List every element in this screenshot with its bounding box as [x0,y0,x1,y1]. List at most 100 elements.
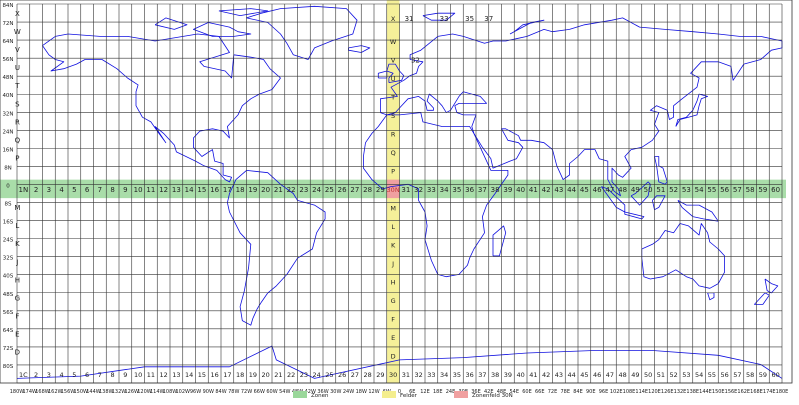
zone-number-bottom-label: 39 [504,371,512,379]
longitude-label: 114E [635,389,648,395]
longitude-label: 174E [763,389,776,395]
zone-number-label: 52 [669,186,678,194]
field-letter-label: J [391,260,394,268]
latitude-label: 16S [3,220,14,226]
band-letter-label: U [15,64,20,72]
latitude-label: 8S [5,202,12,208]
longitude-label: 30W [330,389,341,395]
longitude-label: 120E [648,389,661,395]
longitude-label: 42E [484,389,494,395]
legend-swatch [293,391,307,398]
zone-number-label: 48 [618,186,627,194]
zone-number-label: 3 [47,186,51,194]
zone-number-bottom-label: 7 [98,371,102,379]
longitude-label: 138W [99,389,114,395]
longitude-label: 126W [125,389,140,395]
latitude-label: 32N [2,111,13,117]
latitude-label: 72S [3,346,14,352]
zone-number-bottom-label: 32 [414,371,422,379]
coastline-shape [707,292,715,301]
longitude-label: 72E [548,389,558,395]
zone-number-label: 28 [363,186,372,194]
band-letter-label: T [14,82,20,90]
zone-number-bottom-label: 22 [287,371,295,379]
band-letter-label: J [15,258,18,266]
longitude-label: 156E [725,389,738,395]
zone-number-bottom-label: 10 [134,371,142,379]
zone-number-label: 51 [656,186,665,194]
zone-number-label: 2 [34,186,38,194]
zone-number-bottom-label: 8 [111,371,115,379]
longitude-label: 60E [522,389,532,395]
zone-number-bottom-label: 50 [644,371,652,379]
zone-number-bottom-label: 29 [376,371,384,379]
zone-number-label: 43 [554,186,563,194]
zone-number-label: 40 [516,186,525,194]
legend-label: Zonenfeld 30N [472,393,513,399]
zone-number-label: 37 [478,186,487,194]
zone-number-label: 60 [771,186,780,194]
zone-number-bottom-label: 25 [325,371,333,379]
zone-number-label: 5 [72,186,76,194]
band-letter-label: X [15,10,20,18]
band-letter-label: L [15,222,19,230]
zone-field-30n-label: 30N [387,186,400,194]
zone-number-label: 45 [580,186,589,194]
coastline-shape [492,225,507,257]
longitude-label: 6E [409,389,415,395]
longitude-label: 12E [420,389,430,395]
field-letter-label: G [391,297,396,305]
zone-number-bottom-label: 36 [465,371,473,379]
zone-number-bottom-label: 53 [682,371,690,379]
zone-number-label: 41 [529,186,538,194]
longitude-label: 102W [176,389,191,395]
field-letter-label: D [391,352,396,360]
field-letter-label: Q [391,149,396,157]
zone-number-label: 27 [350,186,359,194]
zone-number-bottom-label: 16 [210,371,218,379]
zone-number-label: 7 [98,186,102,194]
zone-number-bottom-label: 49 [631,371,639,379]
zone-number-bottom-label: 27 [351,371,359,379]
longitude-label: 78W [228,389,239,395]
longitude-label: 96E [599,389,609,395]
longitude-label: 180W [10,389,25,395]
band-letter-label: D [15,349,20,357]
latitude-label: 56N [2,57,13,63]
legend-swatch [382,391,396,398]
longitude-label: 108E [623,389,636,395]
special-zone-32v-label: 32 [411,56,420,64]
longitude-label: 24W [343,389,354,395]
latitude-label: 40S [3,274,14,280]
zone-number-label: 36 [465,186,474,194]
longitude-label: 36E [471,389,481,395]
zone-number-label: 58 [746,186,755,194]
zone-number-label: 11 [146,186,155,194]
longitude-label: 24E [446,389,456,395]
zone-number-bottom-label: 35 [453,371,461,379]
zone-number-bottom-label: 18 [236,371,244,379]
field-letter-label: V [391,56,396,64]
zone-number-label: 20 [261,186,270,194]
zone-number-label: 26 [338,186,347,194]
coastline-shape [675,93,708,127]
coastline-shape [154,17,188,30]
legend-label: Zonen [311,393,329,399]
longitude-label: 66E [535,389,545,395]
zone-number-label: 57 [733,186,742,194]
longitude-label: 174W [23,389,38,395]
band-letter-label: Q [15,136,21,144]
zone-number-bottom-label: 15 [198,371,206,379]
legend-label: Felder [400,393,418,399]
latitude-label: 0 [6,183,10,189]
longitude-label: 144W [86,389,101,395]
zone-number-label: 59 [758,186,767,194]
zone-number-label: 50 [644,186,653,194]
latitude-label: 72N [2,21,13,27]
zone-number-label: 35 [452,186,461,194]
longitude-label: 156W [61,389,76,395]
zone-number-label: 49 [631,186,640,194]
zone-number-label: 34 [440,186,449,194]
special-zone-label: 35 [465,15,474,23]
